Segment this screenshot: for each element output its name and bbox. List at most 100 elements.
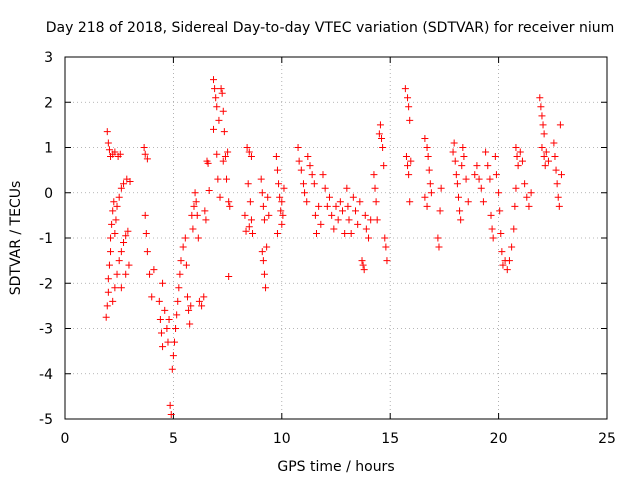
data-point-plus xyxy=(540,153,548,161)
data-point-plus xyxy=(191,189,199,197)
data-point-plus xyxy=(167,410,175,418)
data-point-plus xyxy=(294,144,302,151)
y-tick-label: -5 xyxy=(39,412,53,428)
data-point-plus xyxy=(125,261,133,269)
data-point-plus xyxy=(299,180,307,188)
data-point-plus xyxy=(264,193,272,201)
data-point-plus xyxy=(518,157,526,165)
x-tick-label: 25 xyxy=(598,431,616,447)
data-point-plus xyxy=(425,166,433,174)
data-point-plus xyxy=(150,266,158,274)
data-point-plus xyxy=(450,139,458,147)
data-point-plus xyxy=(489,234,497,242)
data-point-plus xyxy=(200,293,208,301)
y-tick-label: -4 xyxy=(39,367,53,383)
data-point-plus xyxy=(317,220,325,228)
data-point-plus xyxy=(163,325,171,332)
data-point-plus xyxy=(247,153,255,161)
data-point-plus xyxy=(435,243,443,251)
data-point-plus xyxy=(347,229,355,237)
data-point-plus xyxy=(245,148,253,156)
data-point-plus xyxy=(242,227,250,235)
data-point-plus xyxy=(141,150,149,158)
data-point-plus xyxy=(186,320,194,328)
data-point-plus xyxy=(401,85,409,93)
data-point-plus xyxy=(262,284,270,292)
data-point-plus xyxy=(482,148,490,156)
data-point-plus xyxy=(276,193,284,201)
data-point-plus xyxy=(216,193,224,201)
data-point-plus xyxy=(190,202,198,210)
data-point-plus xyxy=(308,171,316,179)
data-point-plus xyxy=(306,162,314,170)
data-point-plus xyxy=(330,225,338,233)
data-point-plus xyxy=(104,288,112,296)
data-point-plus xyxy=(225,272,233,280)
data-point-plus xyxy=(220,128,228,136)
data-point-plus xyxy=(157,329,165,337)
y-tick-label: 2 xyxy=(44,95,53,111)
data-point-plus xyxy=(194,234,202,242)
data-point-plus xyxy=(103,128,111,136)
data-point-plus xyxy=(102,313,110,321)
data-point-plus xyxy=(259,202,267,210)
data-point-plus xyxy=(155,297,163,305)
data-point-plus xyxy=(120,239,128,247)
plot-frame xyxy=(64,56,608,420)
data-point-plus xyxy=(224,148,232,156)
data-point-plus xyxy=(423,202,431,210)
data-point-plus xyxy=(141,211,149,219)
data-point-plus xyxy=(176,270,184,278)
data-point-plus xyxy=(321,184,329,192)
data-point-plus xyxy=(556,121,564,129)
data-point-plus xyxy=(120,180,128,188)
data-point-plus xyxy=(215,116,223,124)
data-point-plus xyxy=(225,198,233,206)
data-point-plus xyxy=(185,306,193,314)
data-point-plus xyxy=(479,198,487,206)
data-point-plus xyxy=(241,211,249,219)
data-point-plus xyxy=(260,216,268,224)
data-point-plus xyxy=(424,153,432,161)
data-point-plus xyxy=(551,153,559,161)
data-point-plus xyxy=(246,198,254,206)
data-point-plus xyxy=(273,166,281,174)
data-point-plus xyxy=(354,220,362,228)
data-point-plus xyxy=(471,171,479,179)
data-point-plus xyxy=(536,94,544,102)
data-point-plus xyxy=(223,175,231,183)
data-point-plus xyxy=(488,225,496,233)
data-point-plus xyxy=(349,193,357,201)
data-point-plus xyxy=(460,153,468,161)
data-point-plus xyxy=(544,157,552,165)
axis-ticks: 0 5 10 15 20 25 -5 -4 -3 -2 -1 0 1 2 3 xyxy=(39,50,616,447)
data-point-plus xyxy=(275,180,283,188)
data-point-plus xyxy=(464,198,472,206)
data-point-plus xyxy=(175,284,183,292)
data-point-plus xyxy=(404,162,412,170)
data-point-plus xyxy=(336,198,344,206)
data-point-plus xyxy=(111,148,119,156)
data-point-plus xyxy=(365,234,373,242)
data-point-plus xyxy=(344,202,352,210)
data-point-plus xyxy=(104,139,112,147)
data-point-plus xyxy=(325,193,333,201)
data-point-plus xyxy=(496,207,504,215)
data-point-plus xyxy=(212,94,220,102)
data-point-plus xyxy=(166,401,174,409)
x-tick-label: 5 xyxy=(169,431,178,447)
data-point-plus xyxy=(265,211,273,219)
data-point-plus xyxy=(459,144,467,151)
data-point-plus xyxy=(538,144,546,151)
data-point-plus xyxy=(379,144,387,151)
data-point-plus xyxy=(244,180,252,188)
data-point-plus xyxy=(249,229,257,237)
data-point-plus xyxy=(148,293,156,301)
y-tick-label: 3 xyxy=(44,50,53,66)
data-point-plus xyxy=(550,139,558,147)
data-point-plus xyxy=(426,180,434,188)
data-point-plus xyxy=(525,202,533,210)
data-point-plus xyxy=(423,144,431,151)
data-point-plus xyxy=(552,166,560,174)
data-point-plus xyxy=(540,130,548,138)
